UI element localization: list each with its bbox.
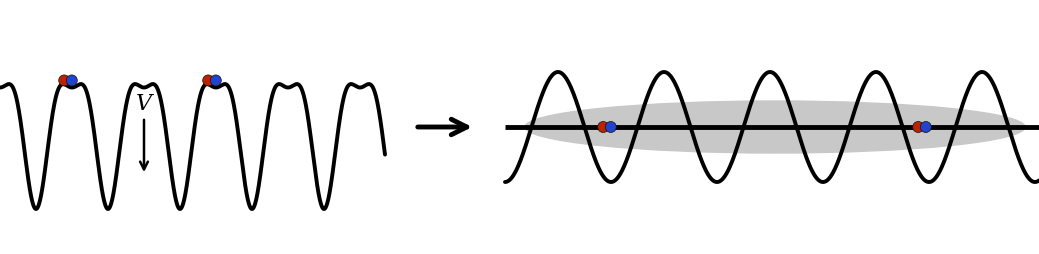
Circle shape: [606, 121, 616, 133]
Circle shape: [597, 121, 609, 133]
Circle shape: [921, 121, 931, 133]
Text: V: V: [136, 93, 152, 115]
Circle shape: [66, 75, 77, 86]
Ellipse shape: [525, 101, 1025, 153]
Circle shape: [203, 75, 214, 86]
Circle shape: [912, 121, 924, 133]
Circle shape: [58, 75, 70, 86]
Circle shape: [210, 75, 221, 86]
